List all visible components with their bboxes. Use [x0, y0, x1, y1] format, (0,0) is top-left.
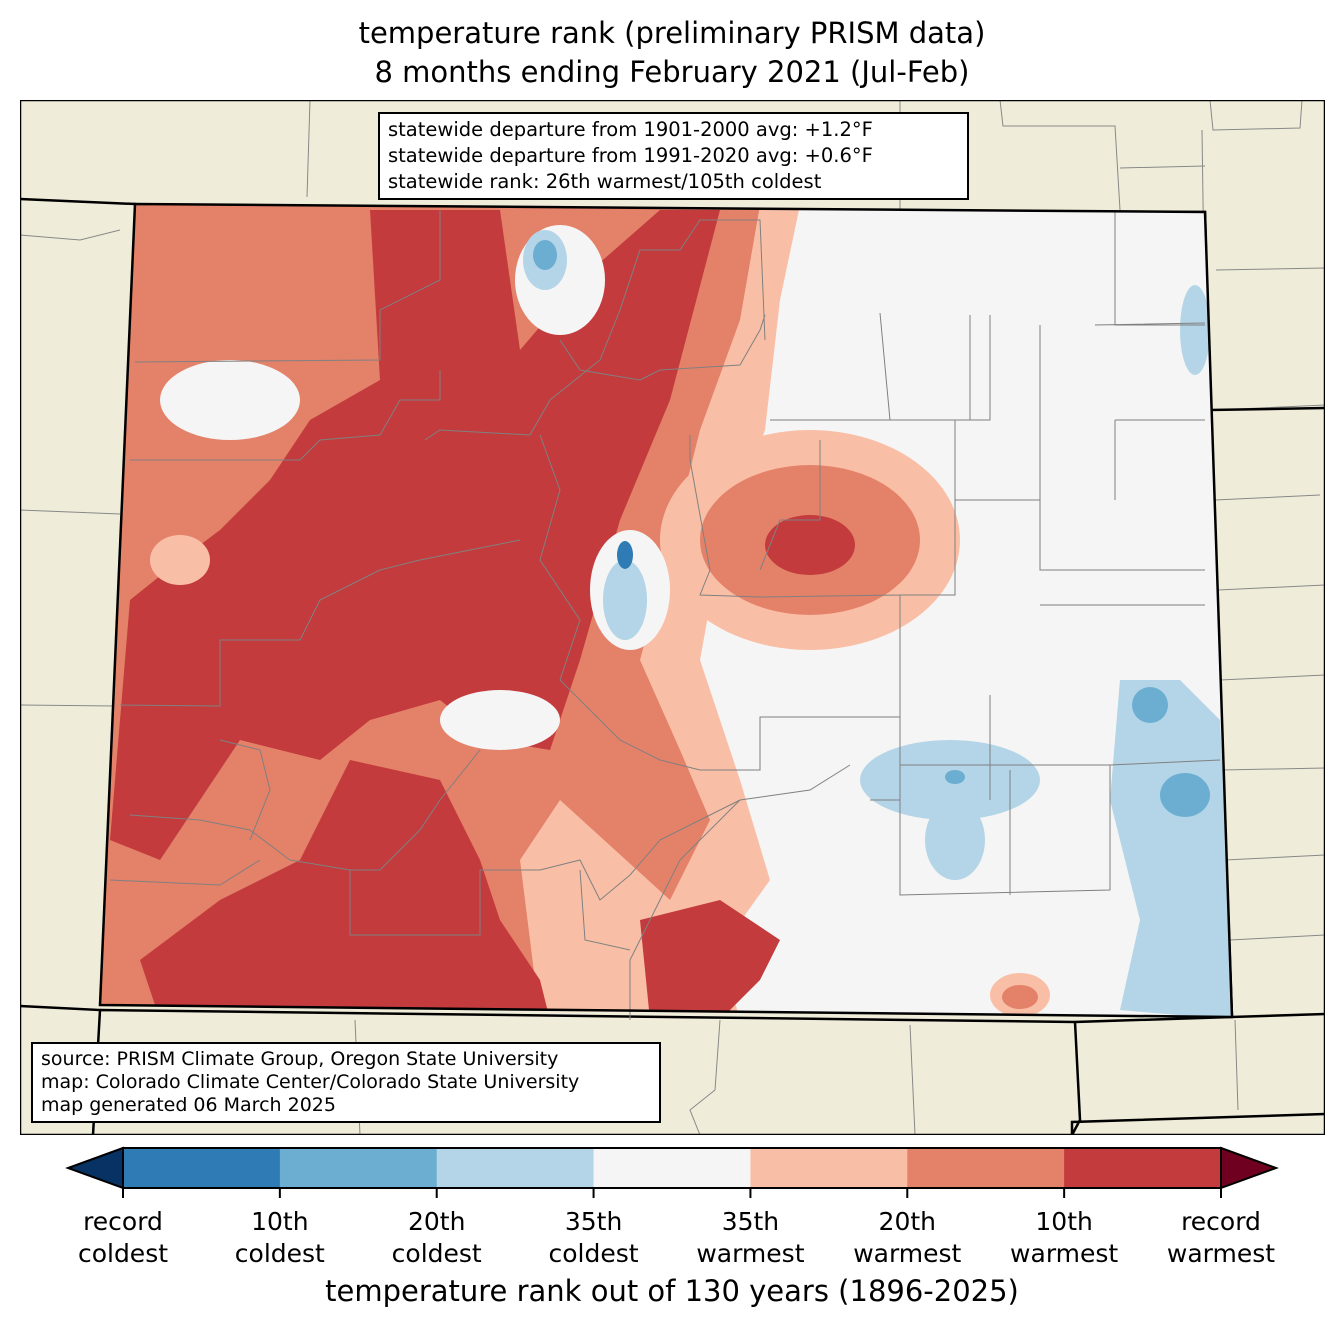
map-frame — [20, 100, 1325, 1135]
colorbar-tick-label: 35th coldest — [514, 1206, 674, 1270]
colorbar-outline — [122, 1147, 1222, 1189]
colorbar-bin — [436, 1148, 595, 1188]
departure-1991-2020: statewide departure from 1991-2020 avg: … — [388, 144, 873, 167]
tick-label-line2: warmest — [1166, 1239, 1276, 1268]
tick-label-line1: record — [1181, 1207, 1261, 1236]
colorbar-tick-label: 10th warmest — [984, 1206, 1144, 1270]
tick-label-line2: warmest — [1010, 1239, 1119, 1268]
source-box: source: PRISM Climate Group, Oregon Stat… — [31, 1042, 661, 1123]
tick-label-line1: 20th — [878, 1207, 937, 1236]
colorbar-bin — [593, 1148, 751, 1188]
colorbar-bin — [907, 1148, 1065, 1188]
colorbar-label: temperature rank out of 130 years (1896-… — [325, 1274, 1019, 1308]
tick-label-line1: 35th — [564, 1207, 623, 1236]
colorbar-tick-label: 10th coldest — [200, 1206, 360, 1270]
colorbar-tick-label: record coldest — [43, 1206, 203, 1270]
tick-label-line1: 35th — [721, 1207, 780, 1236]
tick-label-line1: 10th — [251, 1207, 309, 1236]
colorbar-tick-label: 35th warmest — [670, 1206, 830, 1270]
map-subtitle: 8 months ending February 2021 (Jul-Feb) — [374, 55, 970, 89]
tick-label-line2: coldest — [548, 1239, 639, 1268]
statewide-stats-box: statewide departure from 1901-2000 avg: … — [378, 112, 969, 200]
neighbor-county-lines — [20, 100, 1325, 1135]
colorbar-tick-label: record warmest — [1141, 1206, 1301, 1270]
tick-label-line1: 10th — [1035, 1207, 1093, 1236]
colorbar-bin — [279, 1148, 438, 1188]
colorbar-bin — [123, 1148, 281, 1188]
colorado-temperature-rank-map — [20, 100, 1325, 1135]
tick-label-line1: 20th — [407, 1207, 466, 1236]
statewide-rank: statewide rank: 26th warmest/105th colde… — [388, 170, 822, 193]
tick-label-line2: coldest — [391, 1239, 482, 1268]
colorado-border — [98, 202, 1234, 1019]
colorbar-bin — [750, 1148, 908, 1188]
colorbar-tick-label: 20th warmest — [827, 1206, 987, 1270]
tick-label-line2: coldest — [234, 1239, 325, 1268]
map-title: temperature rank (preliminary PRISM data… — [358, 16, 986, 50]
map-credit-line: map: Colorado Climate Center/Colorado St… — [41, 1071, 580, 1093]
colorbar — [65, 1146, 1279, 1198]
tick-label-line2: warmest — [696, 1239, 805, 1268]
generated-date-line: map generated 06 March 2025 — [41, 1094, 336, 1116]
departure-1901-2000: statewide departure from 1901-2000 avg: … — [388, 118, 873, 141]
colorbar-bin — [1064, 1148, 1222, 1188]
source-line: source: PRISM Climate Group, Oregon Stat… — [41, 1048, 559, 1070]
tick-label-line2: coldest — [77, 1239, 169, 1268]
colorbar-low-extend — [65, 1146, 124, 1190]
county-lines — [109, 210, 1221, 1020]
tick-label-line1: record — [83, 1207, 163, 1236]
state-interior — [98, 202, 1234, 1020]
colorbar-high-extend — [1220, 1146, 1279, 1190]
colorbar-tick-label: 20th coldest — [357, 1206, 517, 1270]
tick-label-line2: warmest — [853, 1239, 962, 1268]
